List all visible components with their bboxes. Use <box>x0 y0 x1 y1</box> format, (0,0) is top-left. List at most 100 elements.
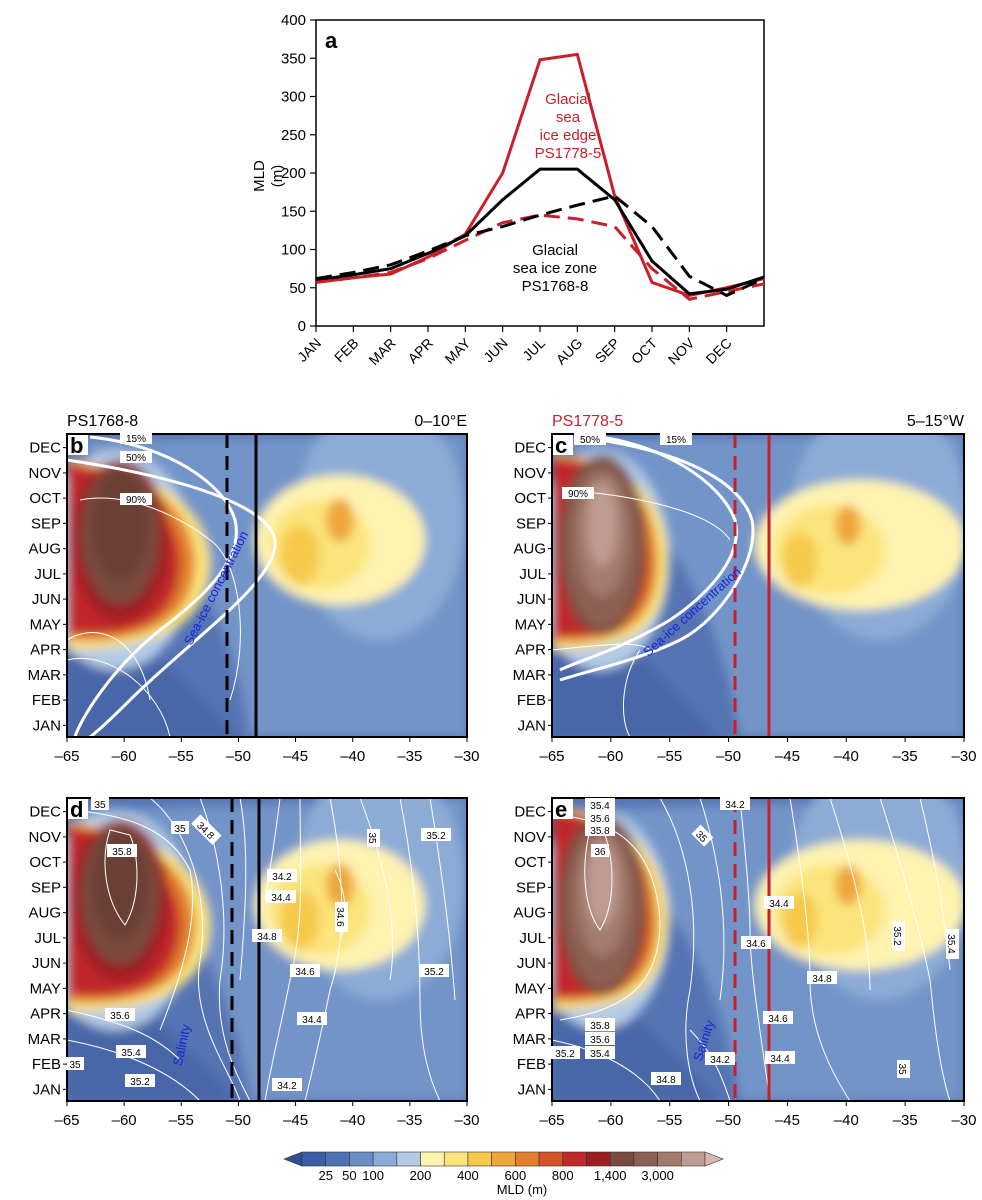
colorbar-swatch <box>301 1151 327 1167</box>
month-label: JAN <box>33 717 61 734</box>
series-line <box>315 194 765 298</box>
month-label: DEC <box>514 804 546 821</box>
svg-text:35: 35 <box>366 832 377 844</box>
contour-label: 34.2 <box>705 1052 735 1066</box>
lon-label: –40 <box>834 748 859 765</box>
month-label: OCT <box>29 854 61 871</box>
y-tick-label: 100 <box>281 242 306 259</box>
colorbar-tick-label: 50 <box>342 1168 356 1183</box>
month-label: SEP <box>31 879 61 896</box>
black-label-line2: sea ice zone <box>513 260 597 277</box>
lon-label: –65 <box>539 748 564 765</box>
colorbar-swatch <box>443 1151 469 1167</box>
colorbar-swatches <box>283 1151 724 1167</box>
y-tick-label: 250 <box>281 127 306 144</box>
lon-label: –50 <box>716 748 741 765</box>
black-label-line1: Glacial <box>532 242 578 259</box>
panel-a-lines <box>315 52 765 301</box>
lon-label: –55 <box>169 1112 194 1129</box>
series-line <box>315 213 765 301</box>
month-label: SEP <box>31 515 61 532</box>
colorbar-tick-labels: 25 50 100 200 400 600 800 1,400 3,000 <box>318 1168 673 1183</box>
panel-b-ice-label-50: 50% <box>126 453 146 464</box>
svg-text:34.2: 34.2 <box>710 1055 730 1066</box>
svg-text:34.4: 34.4 <box>302 1015 322 1026</box>
month-label: DEC <box>29 804 61 821</box>
colorbar-tick-label: 600 <box>505 1168 527 1183</box>
panel-b-ice-label-90: 90% <box>126 495 146 506</box>
panel-c-ice-label-90: 90% <box>568 489 588 500</box>
contour-label: 34.2 <box>267 869 297 883</box>
svg-text:34.2: 34.2 <box>277 1081 297 1092</box>
lon-label: –35 <box>893 1112 918 1129</box>
month-label: JUN <box>517 955 546 972</box>
lon-label: –60 <box>598 748 623 765</box>
lon-label: –40 <box>340 1112 365 1129</box>
contour-label: 34.6 <box>334 902 348 932</box>
lon-label: –55 <box>657 1112 682 1129</box>
y-tick-label: 0 <box>298 318 306 335</box>
lon-label: –35 <box>397 1112 422 1129</box>
month-label: APR <box>515 1006 546 1023</box>
contour-label: 34.4 <box>765 1051 795 1065</box>
month-label: JUL <box>34 930 61 947</box>
colorbar-tick-label: 800 <box>552 1168 574 1183</box>
colorbar-swatch <box>657 1151 682 1167</box>
panel-b-ice-label-15: 15% <box>126 434 146 445</box>
y-tick-label: 400 <box>281 12 306 29</box>
contour-label: 35.2 <box>419 964 449 978</box>
month-label: MAY <box>30 616 61 633</box>
y-tick-label: 150 <box>281 203 306 220</box>
svg-text:35.2: 35.2 <box>424 967 444 978</box>
month-label: MAR <box>28 667 62 684</box>
month-label: OCT <box>514 854 546 871</box>
svg-text:35.2: 35.2 <box>130 1077 150 1088</box>
colorbar-swatch <box>562 1151 587 1167</box>
month-label: FEB <box>517 1056 546 1073</box>
contour-label: 35.8 <box>585 1018 615 1032</box>
panel-c-ice-label-15: 15% <box>666 435 686 446</box>
panel-b-letter: b <box>70 433 83 458</box>
month-label: JUL <box>34 566 61 583</box>
series-line <box>315 167 765 296</box>
panel-c: PS1778-5 5–15°W <box>551 413 965 738</box>
contour-label: 35.6 <box>585 1032 615 1046</box>
svg-text:34.8: 34.8 <box>257 932 277 943</box>
panel-a-ylabel-line2: (m) <box>269 165 286 188</box>
month-label: AUG <box>28 541 61 558</box>
svg-text:35.6: 35.6 <box>590 1035 610 1046</box>
lon-label: –40 <box>340 748 365 765</box>
colorbar-tick-label: 25 <box>318 1168 332 1183</box>
red-label-line2: sea <box>556 109 581 126</box>
month-label: FEB <box>517 692 546 709</box>
month-label: MAY <box>515 980 546 997</box>
svg-text:34.8: 34.8 <box>656 1075 676 1086</box>
red-label-line3: ice edge <box>540 127 597 144</box>
panel-a-letter: a <box>325 28 338 53</box>
svg-text:35.4: 35.4 <box>590 801 610 812</box>
contour-label: 34.8 <box>252 929 282 943</box>
month-label: MAR <box>513 1031 547 1048</box>
contour-label: 35.2 <box>421 828 451 842</box>
lon-label: –55 <box>657 748 682 765</box>
month-label: MAR <box>513 667 547 684</box>
svg-text:34.2: 34.2 <box>725 800 745 811</box>
colorbar-swatch <box>538 1151 564 1167</box>
contour-label: 35.8 <box>585 823 615 837</box>
month-label: NOV <box>28 465 61 482</box>
x-tick-label: JUL <box>519 335 548 364</box>
lon-label: –45 <box>283 1112 308 1129</box>
x-tick-label: APR <box>404 335 436 367</box>
lon-label: –40 <box>834 1112 859 1129</box>
month-label: NOV <box>513 829 546 846</box>
contour-label: 35 <box>66 1057 84 1071</box>
lon-label: –50 <box>226 748 251 765</box>
colorbar-swatch <box>515 1151 540 1167</box>
x-tick-label: AUG <box>553 335 586 368</box>
colorbar-tick-label: 100 <box>362 1168 384 1183</box>
y-tick-label: 300 <box>281 89 306 106</box>
svg-text:34.6: 34.6 <box>746 939 766 950</box>
colorbar-swatch <box>372 1151 398 1167</box>
